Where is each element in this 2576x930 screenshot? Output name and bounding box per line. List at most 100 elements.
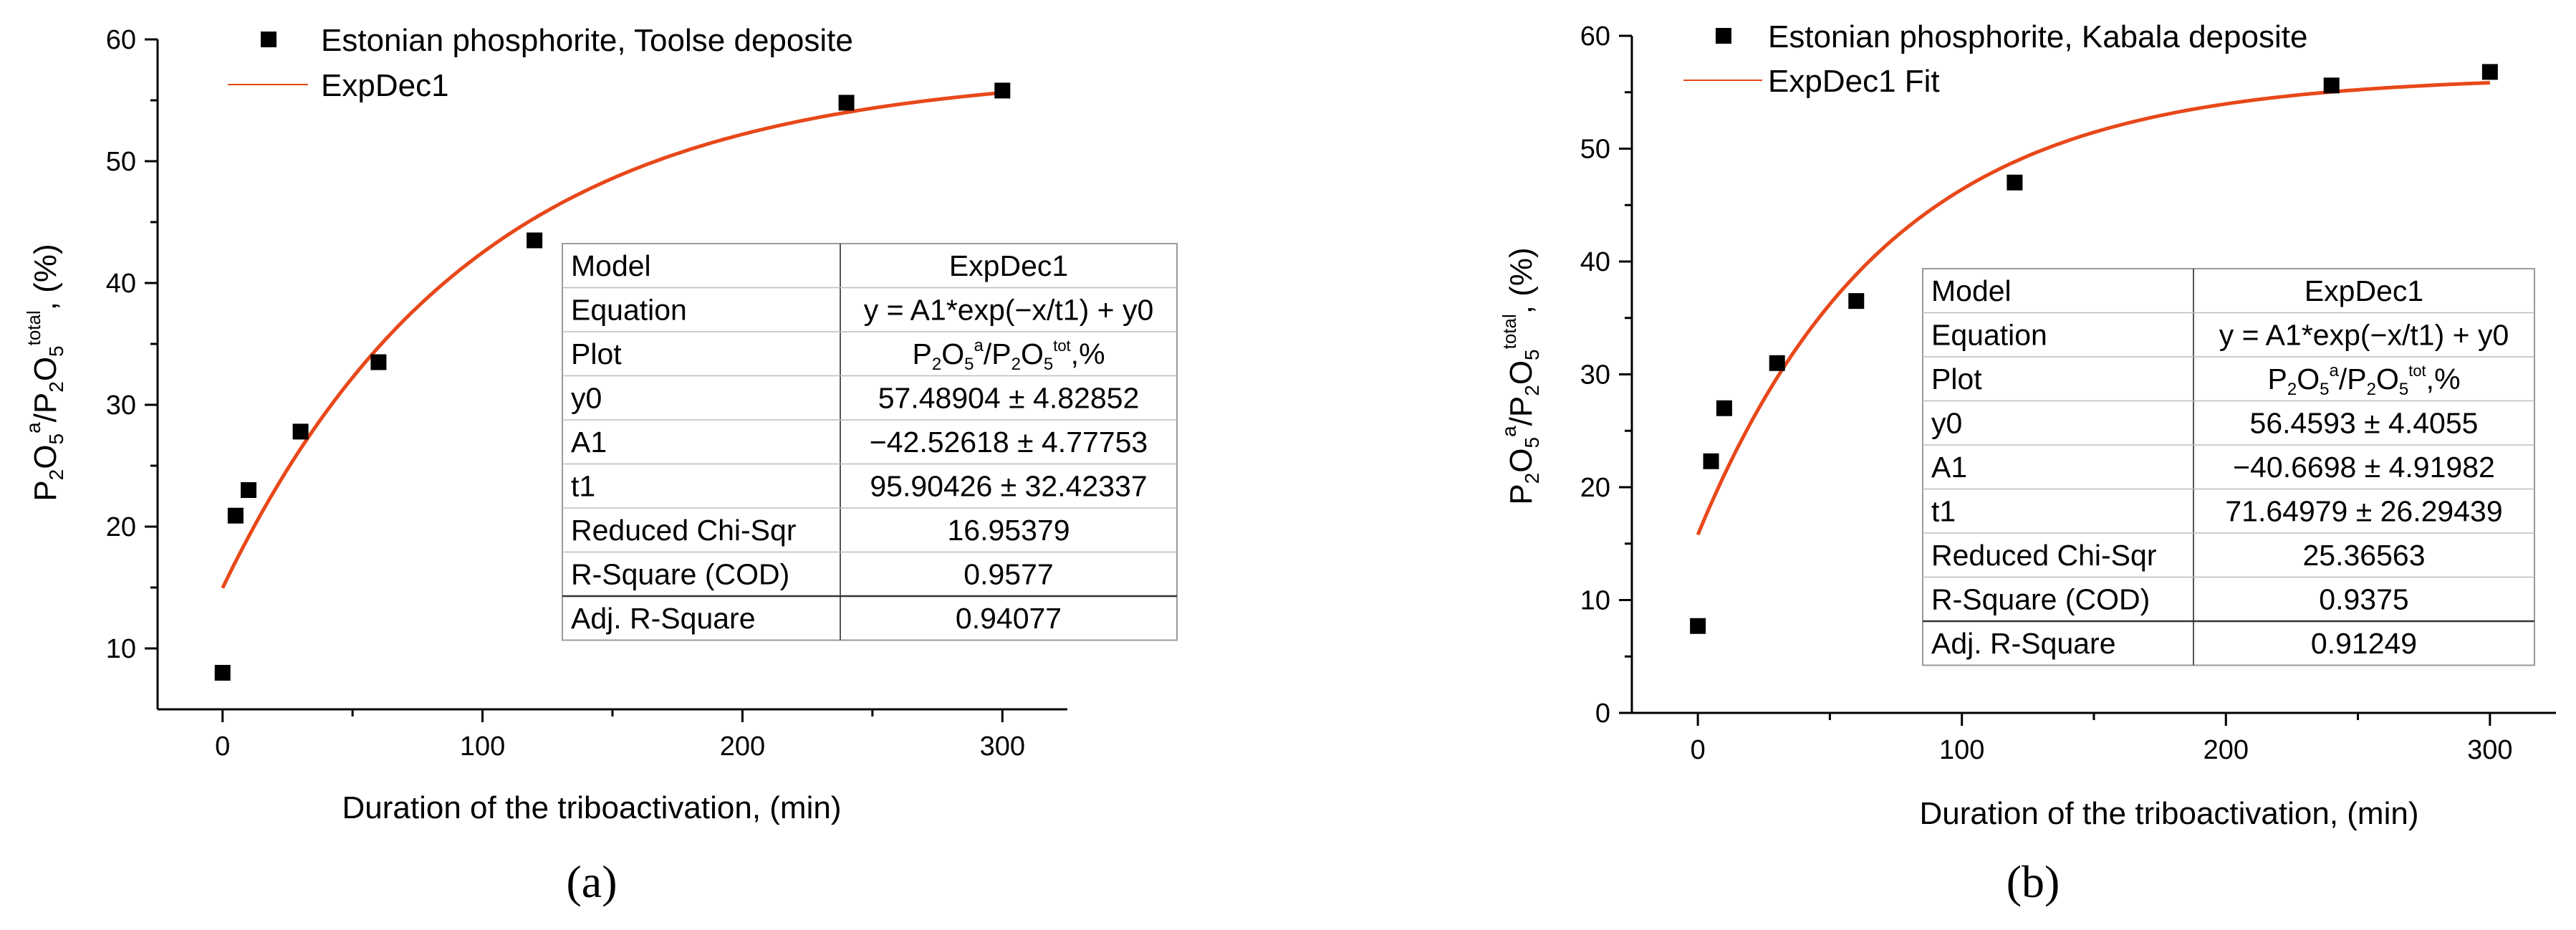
- data-point: [1848, 293, 1865, 310]
- y-title-part: O: [28, 357, 63, 381]
- x-tick-label: 0: [1691, 735, 1706, 765]
- y-title-part: O: [28, 445, 63, 469]
- plot-sup: a: [2329, 361, 2339, 380]
- plot-sub: 5: [2320, 380, 2329, 399]
- y-title-part: P: [1504, 484, 1539, 504]
- x-tick-label: 0: [215, 732, 230, 762]
- panel-label: (a): [566, 856, 617, 907]
- x-tick-label: 200: [2203, 735, 2249, 765]
- table-cell-label: Plot: [1931, 363, 1982, 396]
- x-axis-title: Duration of the triboactivation, (min): [1920, 796, 2419, 831]
- data-point: [838, 95, 855, 111]
- data-point: [292, 423, 309, 440]
- y-title-part: /: [1504, 416, 1539, 426]
- legend-marker-scatter: [1716, 28, 1731, 44]
- plot-sup: tot: [2408, 362, 2426, 380]
- data-point: [214, 665, 231, 681]
- plot-sub: 2: [2287, 380, 2297, 399]
- table-cell-value: ExpDec1: [949, 249, 1068, 282]
- chart-panel-b: 0 100 200 300 0 10 20 30 40 50 60 Estonian phosphor…: [1498, 19, 2556, 907]
- y-title-sub: 5: [1521, 437, 1543, 449]
- table-cell-label: Equation: [571, 293, 687, 326]
- table-cell-value: 56.4593 ± 4.4055: [2250, 406, 2479, 439]
- table-cell-value: P2O5a/P2O5tot,%: [2267, 361, 2460, 399]
- y-title-part: /: [28, 413, 63, 422]
- table-cell-value: 0.94077: [956, 602, 1062, 635]
- table-cell-label: R-Square (COD): [571, 557, 789, 590]
- data-point: [527, 232, 543, 249]
- y-title-sub: 2: [45, 381, 67, 393]
- y-title-part: O: [1504, 360, 1539, 385]
- plot-part: /: [2339, 363, 2347, 396]
- y-tick-label: 10: [106, 634, 136, 664]
- y-tick-label: 40: [106, 269, 136, 299]
- table-cell-label: y0: [1931, 406, 1962, 439]
- table-cell-value: ExpDec1: [2305, 274, 2423, 307]
- y-title-part: , (%): [1504, 247, 1539, 314]
- y-axis-title: P2O5a/P2O5total, (%): [1498, 247, 1543, 504]
- y-tick-label: 50: [1580, 135, 1610, 165]
- table-cell-value: 57.48904 ± 4.82852: [878, 381, 1140, 414]
- fit-curve: [221, 90, 1003, 589]
- table-frame: [562, 243, 1178, 641]
- plot-sub: 2: [1011, 355, 1021, 374]
- plot-sub: 2: [2367, 380, 2376, 399]
- y-title-sub: 5: [1521, 349, 1543, 360]
- legend-label-scatter: Estonian phosphorite, Kabala deposite: [1768, 19, 2307, 54]
- y-title-part: P: [28, 480, 63, 501]
- data-point: [1769, 355, 1785, 371]
- data-point: [2007, 174, 2023, 191]
- y-title-part: O: [1504, 449, 1539, 473]
- y-tick-label: 50: [106, 147, 136, 177]
- plot-sup: a: [974, 336, 984, 355]
- data-point: [241, 482, 256, 498]
- table-cell-value: 0.9375: [2319, 583, 2408, 615]
- table-cell-label: Plot: [571, 337, 622, 370]
- plot-sub: 5: [2399, 380, 2408, 399]
- table-cell-value: y = A1*exp(−x/t1) + y0: [864, 293, 1154, 326]
- y-title-sup: a: [1498, 426, 1520, 437]
- plot-part: O: [1021, 337, 1044, 370]
- data-point: [1716, 400, 1732, 416]
- table-frame: [1922, 268, 2535, 666]
- plot-part: ,%: [1071, 337, 1105, 370]
- table-cell-value: P2O5a/P2O5tot,%: [912, 336, 1105, 374]
- plot-sub: 5: [964, 355, 974, 374]
- plot-part: ,%: [2426, 363, 2461, 396]
- data-point: [227, 507, 244, 524]
- chart-panel-a: 0 100 200 300 10 20 30 40 50 60 Estonian phosphori…: [22, 23, 1178, 907]
- table-cell-label: Adj. R-Square: [571, 602, 756, 635]
- legend-label-fit: ExpDec1 Fit: [1768, 64, 1940, 99]
- legend-label-scatter: Estonian phosphorite, Toolse deposite: [321, 23, 853, 58]
- y-title-sup: a: [22, 422, 44, 433]
- fit-curve: [1696, 81, 2490, 536]
- plot-sub: 2: [932, 355, 941, 374]
- data-point: [994, 82, 1011, 99]
- y-tick-label: 20: [1580, 473, 1610, 503]
- fit-parameter-table: Model ExpDec1 Equation y = A1*exp(−x/t1) + …: [1922, 268, 2535, 666]
- y-tick-label: 40: [1580, 247, 1610, 277]
- y-tick-label: 0: [1595, 699, 1610, 729]
- x-tick-label: 300: [980, 732, 1025, 762]
- table-cell-value: 0.9577: [963, 557, 1053, 590]
- plot-part: /: [984, 337, 992, 370]
- table-cell-label: Model: [571, 249, 651, 282]
- y-title-sub: 2: [45, 469, 67, 481]
- plot-part: P: [2267, 363, 2287, 396]
- table-cell-value: y = A1*exp(−x/t1) + y0: [2219, 318, 2509, 351]
- y-title-sup: total: [23, 310, 44, 345]
- y-title-sup: total: [1499, 314, 1520, 349]
- table-cell-label: A1: [1931, 451, 1967, 484]
- y-title-sub: 5: [45, 433, 67, 445]
- table-cell-value: 71.64979 ± 26.29439: [2225, 494, 2502, 527]
- plot-sub: 5: [1044, 355, 1053, 374]
- table-cell-value: −42.52618 ± 4.77753: [870, 426, 1148, 459]
- x-tick-label: 300: [2467, 735, 2512, 765]
- table-cell-label: A1: [571, 426, 607, 459]
- plot-part: O: [2297, 363, 2320, 396]
- y-tick-label: 30: [1580, 360, 1610, 390]
- x-tick-label: 200: [720, 732, 765, 762]
- table-cell-label: Adj. R-Square: [1931, 627, 2116, 660]
- table-cell-label: Model: [1931, 274, 2012, 307]
- table-cell-value: 95.90426 ± 32.42337: [870, 469, 1147, 502]
